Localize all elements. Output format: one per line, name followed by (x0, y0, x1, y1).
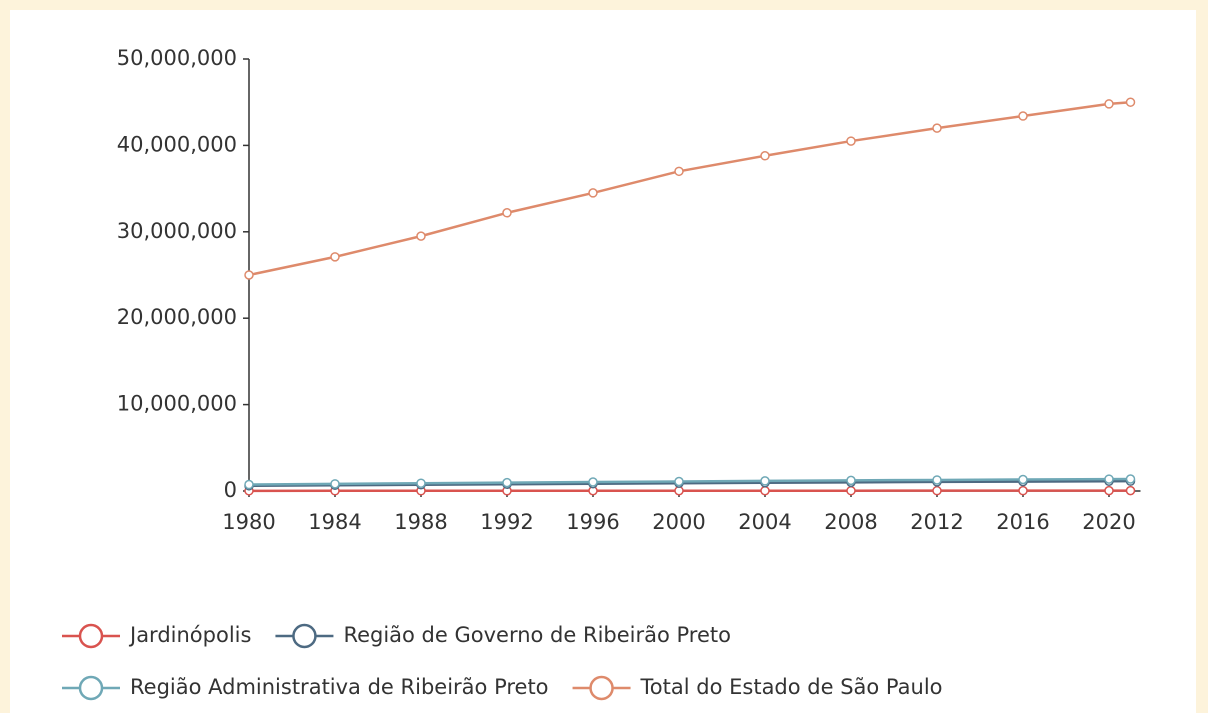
point (1104, 474, 1114, 484)
x-tick-label: 1980 (222, 510, 275, 534)
x-tick-label: 1996 (566, 510, 619, 534)
point (588, 477, 598, 487)
point (846, 475, 856, 486)
point (588, 188, 598, 198)
point (1125, 474, 1136, 484)
y-tick-label: 30,000,000 (117, 219, 237, 243)
legend-marker (78, 623, 104, 649)
point (760, 476, 770, 486)
y-tick-label: 50,000,000 (117, 46, 237, 70)
legend-marker (292, 623, 317, 649)
y-tick-label: 20,000,000 (117, 305, 237, 329)
legend-marker (589, 675, 614, 701)
point (416, 231, 426, 241)
legend-label: Região Administrativa de Ribeirão Preto (130, 675, 549, 699)
point (1125, 97, 1136, 107)
point (502, 208, 512, 218)
point (1018, 111, 1028, 121)
y-tick-label: 40,000,000 (117, 132, 237, 156)
x-tick-label: 2008 (824, 510, 877, 534)
legend-label: Total do Estado de São Paulo (640, 675, 943, 699)
x-tick-label: 2004 (738, 510, 791, 534)
point (502, 477, 512, 488)
series-line (248, 479, 1131, 488)
point (932, 475, 942, 485)
point (932, 485, 942, 496)
x-tick-label: 2000 (652, 510, 705, 534)
point (932, 123, 942, 133)
point (244, 270, 254, 280)
point (244, 479, 254, 490)
panel (10, 10, 1196, 713)
x-tick-label: 1984 (308, 510, 361, 534)
point (674, 166, 684, 177)
x-tick-label: 2012 (910, 510, 963, 534)
point (674, 476, 684, 487)
y-tick-label: 0 (224, 478, 237, 502)
point (330, 479, 340, 489)
x-tick-label: 1988 (394, 510, 447, 534)
x-tick-label: 2020 (1082, 510, 1135, 534)
x-tick-label: 1992 (480, 510, 533, 534)
series-line (248, 477, 1131, 486)
point (846, 136, 856, 146)
point (416, 478, 426, 488)
point (846, 485, 856, 496)
point (760, 485, 770, 496)
point (1104, 99, 1114, 109)
legend-label: Região de Governo de Ribeirão Preto (343, 623, 731, 647)
x-tick-label: 2016 (996, 510, 1049, 534)
point (1104, 485, 1114, 496)
point (1125, 485, 1136, 496)
point (1018, 474, 1028, 485)
legend-marker (78, 675, 104, 701)
legend-label: Jardinópolis (128, 623, 251, 647)
point (330, 252, 340, 262)
y-tick-label: 10,000,000 (117, 392, 237, 416)
point (1018, 485, 1028, 496)
point (760, 151, 770, 161)
series-line (248, 100, 1131, 277)
